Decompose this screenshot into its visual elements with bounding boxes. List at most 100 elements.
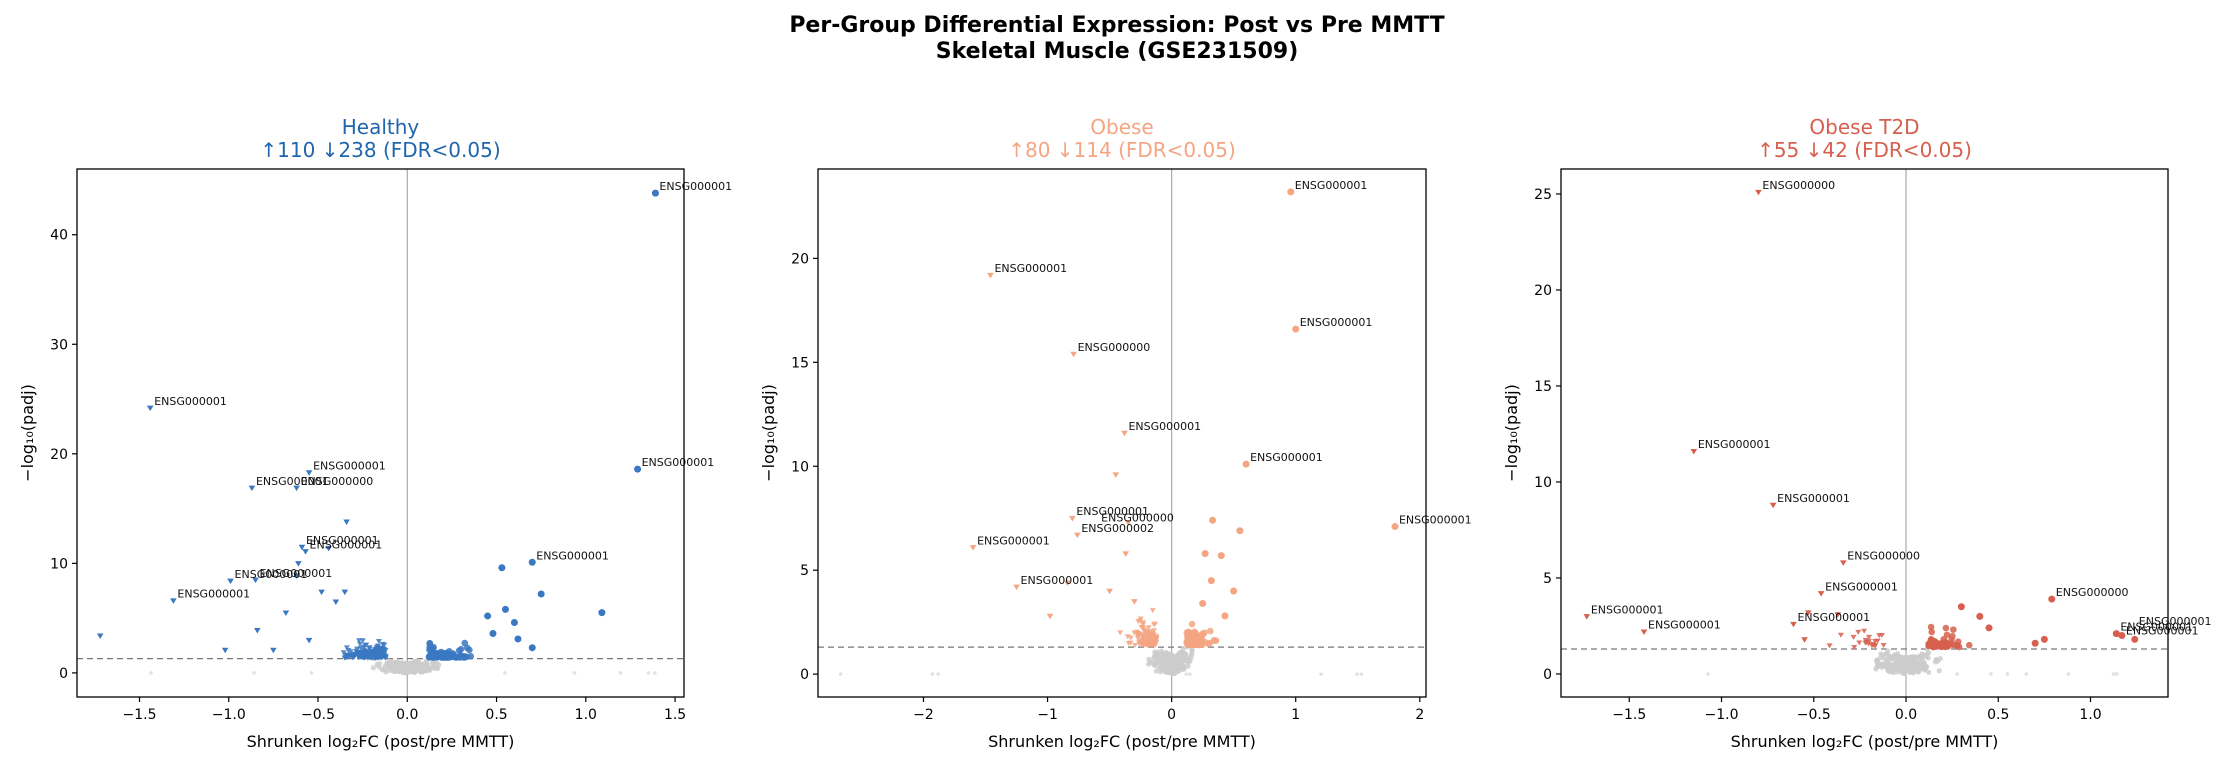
gene-label: ENSG000001	[1300, 316, 1373, 329]
up-point	[1207, 577, 1215, 585]
nonsignificant-point	[1902, 657, 1908, 663]
nonsignificant-point	[1882, 660, 1888, 666]
y-ticks: 0 10 20 30 40	[50, 228, 77, 682]
gene-label: ENSG000001	[1076, 505, 1149, 518]
down-point	[318, 589, 325, 596]
x-axis-label: Shrunken log₂FC (post/pre MMTT)	[247, 732, 515, 751]
x-tick-label: −0.5	[301, 707, 335, 723]
down-point	[1112, 472, 1120, 478]
up-point	[598, 609, 606, 617]
down-point	[1132, 642, 1139, 648]
nonsignificant-point	[646, 671, 651, 675]
up-point	[489, 629, 497, 637]
x-tick-label: −1.5	[1612, 707, 1646, 723]
down-point	[353, 651, 360, 657]
nonsignificant-point	[618, 671, 623, 675]
down-point	[1690, 449, 1698, 455]
y-tick-label: 5	[1543, 571, 1552, 587]
down-point	[345, 648, 352, 654]
nonsignificant-point	[838, 672, 843, 676]
down-point	[1817, 591, 1825, 597]
gene-label: ENSG000001	[1825, 580, 1898, 593]
down-point	[365, 650, 372, 656]
up-point	[651, 189, 659, 197]
nonsignificant-point	[1188, 672, 1192, 676]
up-point	[1950, 641, 1957, 649]
y-tick-label: 15	[791, 355, 809, 371]
volcano-panel-1: Healthy↑110 ↓238 (FDR<0.05)ENSG000001ENS…	[18, 115, 732, 751]
down-point	[969, 545, 977, 551]
down-point	[356, 641, 363, 647]
gene-label: ENSG000001	[659, 180, 732, 193]
nonsignificant-point	[1164, 657, 1170, 663]
up-point	[537, 590, 545, 598]
panel-subtitle: ↑80 ↓114 (FDR<0.05)	[1008, 138, 1236, 162]
down-point	[379, 649, 386, 655]
up-point	[1236, 527, 1244, 535]
down-point	[1769, 502, 1777, 509]
x-tick-label: 2	[1415, 707, 1424, 723]
down-point	[1878, 633, 1885, 639]
down-point	[1139, 638, 1146, 644]
down-point	[227, 578, 234, 585]
up-point	[2048, 595, 2056, 603]
up-point	[528, 558, 536, 566]
up-point	[1209, 516, 1217, 524]
gene-label: ENSG000001	[994, 262, 1067, 275]
nonsignificant-point	[1146, 656, 1152, 662]
up-point	[463, 644, 471, 652]
nonsignificant-point	[1878, 651, 1884, 657]
down-point	[380, 654, 387, 660]
y-tick-label: 25	[1534, 187, 1552, 203]
up-point	[1206, 627, 1214, 635]
down-point	[1151, 640, 1158, 646]
down-point	[381, 642, 388, 648]
nonsignificant-point	[572, 671, 577, 675]
x-tick-label: 1.0	[575, 707, 597, 723]
x-tick-label: 1.5	[664, 707, 686, 723]
up-point	[1985, 624, 1993, 632]
up-point	[1955, 643, 1963, 651]
nonsignificant-point	[1893, 662, 1899, 668]
gene-label: ENSG000001	[2139, 615, 2212, 628]
down-point	[1145, 637, 1152, 643]
y-tick-label: 0	[59, 666, 68, 682]
y-tick-label: 20	[1534, 283, 1552, 299]
nonsignificant-point	[1926, 669, 1932, 675]
nonsignificant-point	[1184, 672, 1189, 676]
down-point	[293, 573, 300, 579]
nonsignificant-point	[309, 671, 314, 675]
down-point	[325, 545, 333, 552]
down-point	[170, 598, 177, 604]
x-tick-label: 0.5	[1987, 707, 2009, 723]
y-tick-label: 10	[791, 459, 809, 475]
nonsignificant-point	[2111, 672, 2116, 676]
down-point	[347, 649, 354, 655]
down-point	[1149, 608, 1156, 614]
down-point	[342, 655, 349, 661]
nonsignificant-point	[1915, 660, 1921, 666]
down-point	[1141, 629, 1148, 635]
down-point	[295, 561, 302, 567]
nonsignificant-point	[503, 671, 507, 675]
gene-label: ENSG000001	[256, 475, 329, 488]
down-point	[1135, 640, 1142, 646]
down-point	[1145, 625, 1152, 631]
down-point	[1131, 630, 1138, 636]
y-tick-label: 0	[800, 667, 809, 683]
up-point	[1928, 628, 1936, 636]
gene-label: ENSG000001	[1250, 451, 1323, 464]
down-point	[359, 654, 366, 660]
up-point	[444, 653, 452, 661]
nonsignificant-point	[936, 672, 940, 676]
down-point	[221, 647, 229, 654]
down-point	[1147, 629, 1154, 635]
down-point	[1640, 629, 1648, 636]
x-ticks: −1.5 −1.0 −0.5 0.0 0.5 1.0 1.5	[122, 697, 686, 723]
panel-subtitle: ↑110 ↓238 (FDR<0.05)	[260, 138, 500, 162]
down-point	[1069, 516, 1076, 522]
gene-label: ENSG000000	[1078, 341, 1151, 354]
panel-subtitle: ↑55 ↓42 (FDR<0.05)	[1757, 138, 1972, 162]
nonsignificant-point	[1161, 662, 1167, 668]
nonsignificant-point	[652, 671, 657, 675]
